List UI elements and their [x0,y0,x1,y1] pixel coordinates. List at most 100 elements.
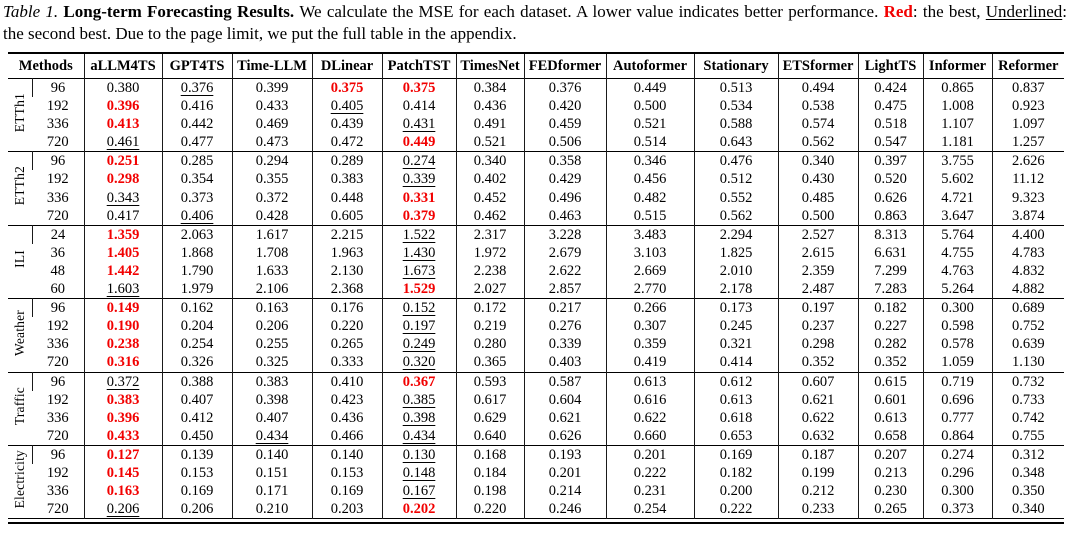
mse-cell: 0.476 [693,151,779,171]
mse-cell: 2.487 [777,280,859,299]
mse-cell: 0.923 [991,97,1065,116]
mse-cell: 0.380 [83,78,163,98]
mse-cell: 0.864 [922,426,993,446]
mse-cell: 0.255 [231,335,313,354]
table-row: 192 0.190 0.204 0.206 0.220 0.197 0.219 0.276 0.… [8,317,1065,336]
mse-cell: 0.588 [693,115,779,134]
mse-cell: 0.397 [857,151,924,171]
table-row: Electricity 96 0.127 0.139 0.140 0.140 0.130 0.… [8,445,1065,509]
table-row: 336 0.343 0.373 0.372 0.448 0.331 0.452 0.496 0.… [8,188,1065,207]
mse-cell: 0.320 [381,353,457,372]
mse-cell: 0.428 [231,206,313,226]
section-weather: Weather 96 0.149 0.162 0.163 0.176 0.152 0.172 0… [8,298,1065,372]
mse-cell: 0.621 [777,390,859,409]
mse-cell: 0.538 [777,97,859,116]
mse-cell: 0.604 [523,390,607,409]
mse-cell: 0.405 [311,97,383,116]
mse-cell: 0.280 [455,335,525,354]
mse-cell: 0.167 [381,482,457,501]
mse-cell: 0.201 [605,445,695,464]
mse-cell: 0.434 [381,426,457,446]
mse-cell: 0.621 [523,408,607,427]
table-row: 60 1.603 1.979 2.106 2.368 1.529 2.027 2.857 2.7… [8,280,1065,299]
mse-cell: 1.708 [231,243,313,262]
mse-cell: 0.202 [381,500,457,519]
mse-cell: 0.482 [605,188,695,207]
mse-cell: 0.396 [83,408,163,427]
mse-cell: 3.647 [922,206,993,226]
mse-cell: 0.358 [523,151,607,171]
mse-cell: 0.385 [381,390,457,409]
mse-cell: 0.837 [991,78,1065,98]
mse-cell: 0.127 [83,445,163,464]
section-ili: ILI 24 1.359 2.063 1.617 2.215 1.522 2.317 3.228… [8,225,1065,299]
mse-cell: 0.433 [83,426,163,446]
mse-cell: 0.407 [161,390,233,409]
dataset-label: Traffic [12,387,27,426]
mse-cell: 1.825 [693,243,779,262]
mse-cell: 2.106 [231,280,313,299]
mse-cell: 0.212 [777,482,859,501]
mse-cell: 0.616 [605,390,695,409]
col-header-etsformer: ETSformer [777,53,859,79]
table-row: 192 0.396 0.416 0.433 0.405 0.414 0.436 0.420 0.… [8,97,1065,116]
mse-cell: 0.375 [311,78,383,98]
mse-cell: 5.764 [922,225,993,244]
mse-cell: 0.312 [991,445,1065,464]
mse-cell: 0.414 [693,353,779,372]
table-row: 192 0.145 0.153 0.151 0.153 0.148 0.184 0.201 0.… [8,463,1065,483]
mse-cell: 2.679 [523,243,607,262]
mse-cell: 2.238 [455,261,525,281]
mse-cell: 0.448 [311,188,383,207]
mse-cell: 0.343 [83,188,163,207]
mse-cell: 0.403 [523,353,607,372]
mse-cell: 0.182 [693,463,779,483]
mse-cell: 0.632 [777,426,859,446]
mse-cell: 0.863 [857,206,924,226]
mse-cell: 0.485 [777,188,859,207]
mse-cell: 0.190 [83,317,163,336]
col-header-dlinear: DLinear [311,53,383,79]
mse-cell: 2.770 [605,280,695,299]
mse-cell: 0.145 [83,463,163,483]
col-header-methods: Methods [18,58,73,74]
mse-cell: 0.198 [455,482,525,501]
mse-cell: 0.424 [857,78,924,98]
mse-cell: 0.326 [161,353,233,372]
mse-cell: 2.027 [455,280,525,299]
dataset-label: ETTh1 [12,93,27,133]
mse-cell: 2.010 [693,261,779,281]
table-row: 192 0.298 0.354 0.355 0.383 0.339 0.402 0.429 0.… [8,170,1065,189]
mse-cell: 1.972 [455,243,525,262]
horizon-cell: 36 [50,244,66,261]
mse-cell: 6.631 [857,243,924,262]
mse-cell: 2.622 [523,261,607,281]
mse-cell: 0.732 [991,372,1065,391]
mse-cell: 0.598 [922,317,993,336]
table-row: 336 0.238 0.254 0.255 0.265 0.249 0.280 0.339 0.… [8,335,1065,354]
mse-cell: 0.452 [455,188,525,207]
mse-cell: 0.475 [857,97,924,116]
mse-cell: 0.433 [231,97,313,116]
mse-cell: 3.103 [605,243,695,262]
mse-cell: 0.406 [161,206,233,226]
mse-cell: 1.442 [83,261,163,281]
table-row: 336 0.413 0.442 0.469 0.439 0.431 0.491 0.459 0.… [8,115,1065,134]
mse-cell: 0.376 [523,78,607,98]
mse-cell: 4.721 [922,188,993,207]
horizon-cell: 720 [46,134,69,151]
col-header-timesnet: TimesNet [455,53,525,79]
mse-cell: 0.206 [83,500,163,519]
mse-cell: 0.204 [161,317,233,336]
mse-cell: 0.417 [83,206,163,226]
col-header-stationary: Stationary [693,53,779,79]
table-bottom-rule [8,521,1064,525]
mse-cell: 1.405 [83,243,163,262]
mse-cell: 0.449 [381,133,457,152]
mse-cell: 0.622 [777,408,859,427]
mse-cell: 0.296 [922,463,993,483]
col-header-reformer: Reformer [991,53,1065,79]
table-row: 192 0.383 0.407 0.398 0.423 0.385 0.617 0.604 0.… [8,390,1065,409]
mse-cell: 0.222 [693,500,779,519]
mse-cell: 0.436 [455,97,525,116]
